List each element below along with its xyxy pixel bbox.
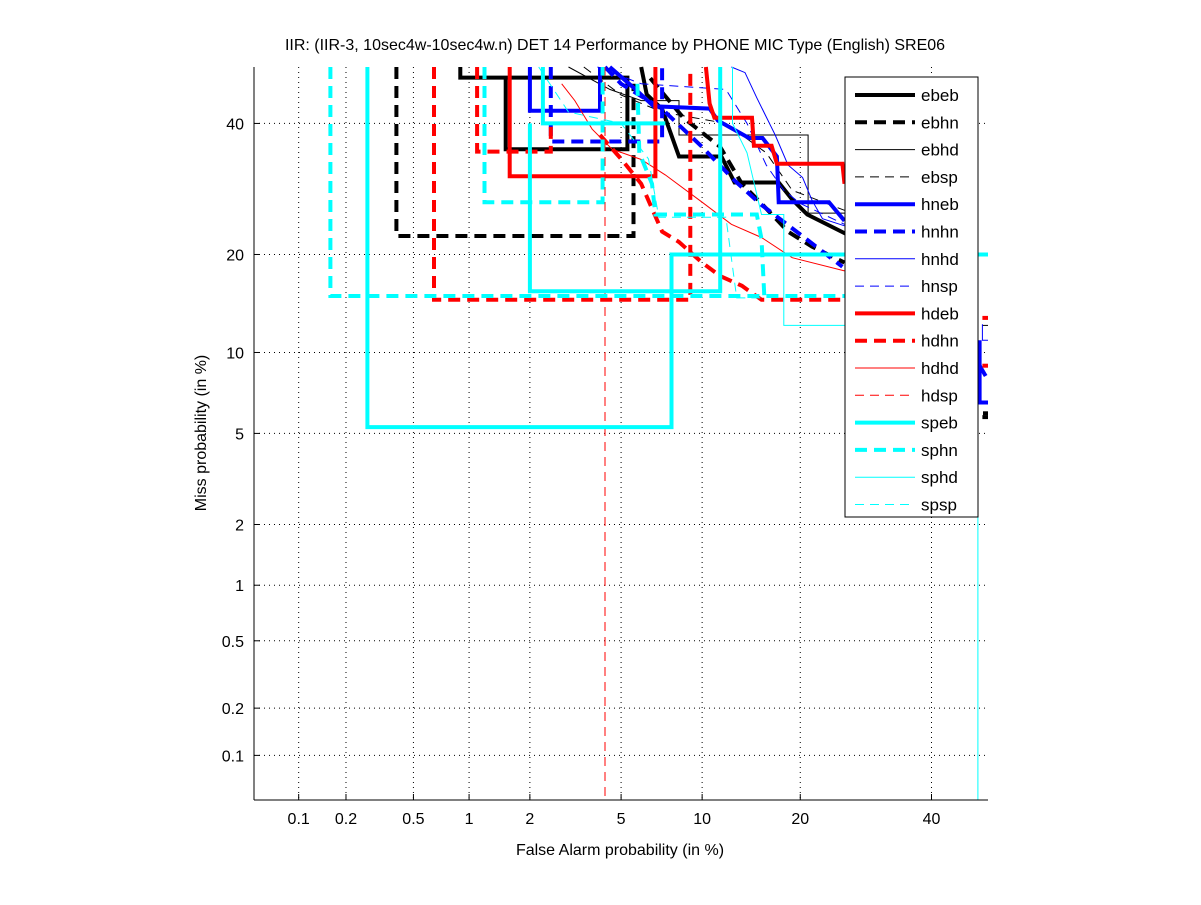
series-line-hdhn: [432, 67, 693, 302]
legend-label: speb: [921, 414, 958, 433]
series-line-speb: [365, 67, 988, 430]
legend-entry-spsp: spsp: [855, 496, 957, 515]
legend-label: ebhn: [921, 113, 959, 132]
y-tick-label: 5: [235, 426, 244, 443]
legend-label: hneb: [921, 195, 959, 214]
legend-entry-ebhd: ebhd: [855, 141, 959, 160]
legend-entry-hnhd: hnhd: [855, 250, 959, 269]
y-tick-label: 0.5: [222, 634, 244, 651]
series-line-sphn: [328, 67, 845, 298]
legend-entry-ebhn: ebhn: [855, 113, 959, 132]
x-tick-label: 5: [617, 811, 626, 828]
legend-label: ebsp: [921, 168, 958, 187]
legend-entry-sphn: sphn: [855, 441, 958, 460]
legend-box: [844, 76, 979, 518]
series-line-ebeb: [639, 66, 849, 237]
legend-label: hdsp: [921, 386, 958, 405]
series-line-ebhn: [394, 67, 636, 238]
legend-label: sphn: [921, 441, 958, 460]
series-line-ebeb: [458, 67, 630, 152]
x-tick-label: 40: [923, 811, 941, 828]
y-tick-labels: 0.1 0.2 0.5 1 2 5 10 20 40: [222, 116, 260, 765]
legend-label: hnsp: [921, 277, 958, 296]
legend-entry-hdhn: hdhn: [855, 332, 959, 351]
series-line-hneb: [527, 67, 602, 113]
grid: [254, 67, 988, 800]
x-tick-label: 0.5: [402, 811, 424, 828]
series-speb: [365, 67, 988, 430]
x-tick-label: 20: [791, 811, 809, 828]
legend-entry-sphd: sphd: [855, 468, 958, 487]
x-tick-label: 0.2: [335, 811, 357, 828]
legend: ebeb ebhn ebhd ebsp hneb hnhn hnhd hnsp hdeb hdhn…: [844, 76, 979, 518]
legend-label: hdhn: [921, 332, 959, 351]
y-tick-label: 2: [235, 517, 244, 534]
series-line-sphd: [732, 67, 845, 326]
series-line-hnhn: [977, 364, 990, 382]
series-line-hnhn: [603, 65, 844, 269]
series-line-speb: [540, 67, 666, 126]
chart-title: IIR: (IIR-3, 10sec4w-10sec4w.n) DET 14 P…: [285, 37, 945, 54]
legend-label: hdhd: [921, 359, 959, 378]
legend-label: ebeb: [921, 86, 959, 105]
x-tick-label: 0.1: [288, 811, 310, 828]
series-spsp: [538, 66, 762, 299]
series-line-hneb: [608, 65, 847, 223]
legend-entry-speb: speb: [855, 414, 958, 433]
legend-label: hnhd: [921, 250, 959, 269]
series-ebhd: [568, 66, 988, 326]
series-ebsp: [583, 66, 845, 211]
series-line-hneb: [977, 340, 988, 405]
series-hdhn: [432, 67, 988, 368]
y-tick-label: 40: [226, 116, 244, 133]
legend-entry-ebeb: ebeb: [855, 86, 959, 105]
series-line-speb: [527, 67, 723, 294]
y-tick-label: 1: [235, 578, 244, 595]
x-tick-label: 1: [465, 811, 474, 828]
y-tick-label: 0.1: [222, 748, 244, 765]
series-line-hnhd: [981, 324, 988, 341]
series-line-hdhn: [598, 133, 845, 302]
series-sphn: [328, 67, 845, 298]
y-tick-label: 0.2: [222, 701, 244, 718]
x-tick-labels: 0.1 0.2 0.5 1 2 5 10 20 40: [288, 794, 941, 828]
series-hneb: [527, 65, 988, 405]
x-tick-label: 10: [693, 811, 711, 828]
y-tick-label: 10: [226, 345, 244, 362]
series-line-hdeb: [703, 66, 847, 185]
series-line-sphn: [482, 67, 605, 205]
y-tick-label: 20: [226, 247, 244, 264]
legend-label: sphd: [921, 468, 958, 487]
legend-label: hdeb: [921, 304, 959, 323]
legend-entry-hneb: hneb: [855, 195, 959, 214]
legend-entry-hnsp: hnsp: [855, 277, 958, 296]
series-line-hdhd: [561, 83, 845, 272]
legend-entry-ebsp: ebsp: [855, 168, 958, 187]
legend-label: ebhd: [921, 141, 959, 160]
legend-entry-hdeb: hdeb: [855, 304, 959, 323]
legend-entry-hnhn: hnhn: [855, 223, 959, 242]
series-line-sphn: [635, 83, 767, 297]
series-hnhn: [548, 65, 990, 382]
legend-entry-hdhd: hdhd: [855, 359, 959, 378]
x-axis-label: False Alarm probability (in %): [516, 842, 724, 859]
x-tick-label: 2: [525, 811, 534, 828]
series-line-ebhd: [568, 66, 845, 214]
legend-label: hnhn: [921, 223, 959, 242]
series-line-spsp: [538, 66, 762, 299]
legend-entry-hdsp: hdsp: [855, 386, 958, 405]
plot-area: [328, 65, 990, 800]
series-line-hdhn: [475, 67, 553, 154]
legend-label: spsp: [921, 496, 957, 515]
y-axis-label: Miss probability (in %): [193, 355, 210, 511]
series-line-ebsp: [583, 66, 845, 211]
series-hdhd: [561, 83, 845, 272]
